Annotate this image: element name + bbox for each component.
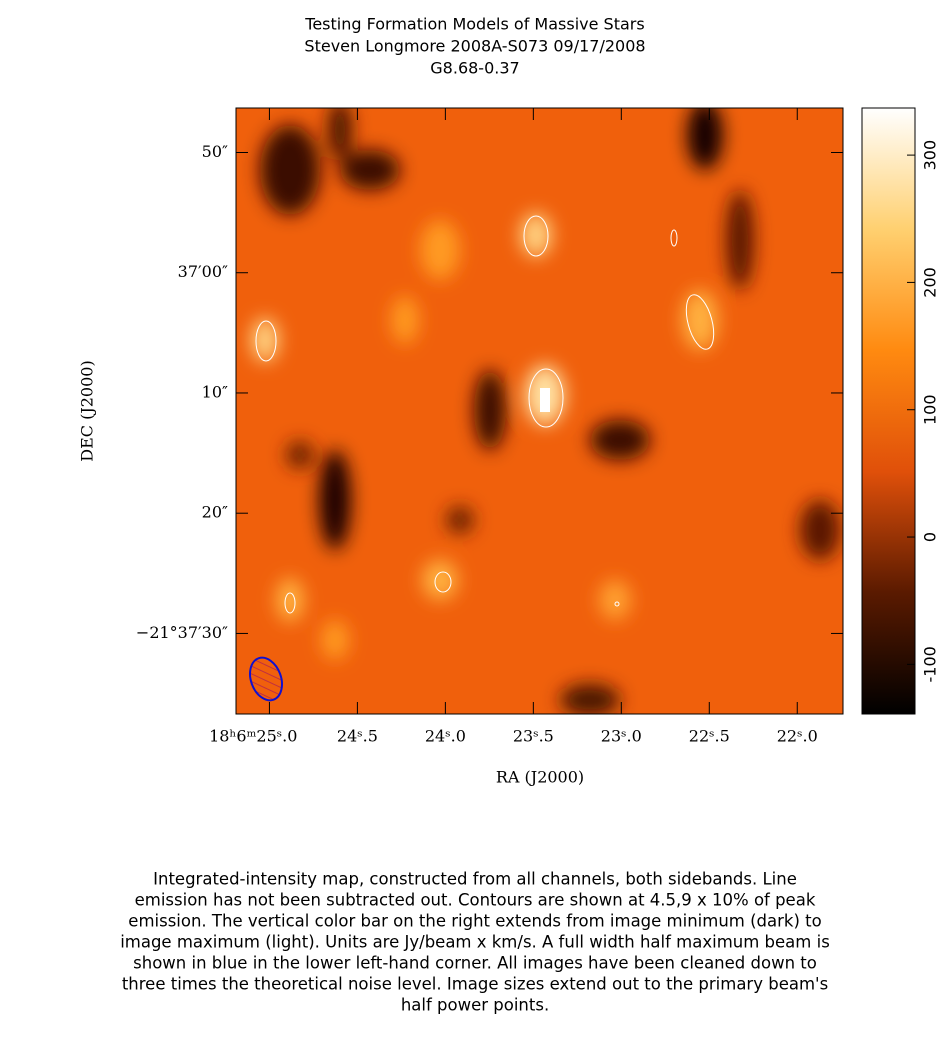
- x-tick-label: 24ˢ.0: [425, 727, 466, 746]
- y-tick-label: 20″: [202, 503, 228, 522]
- x-tick-label: 22ˢ.5: [689, 727, 730, 746]
- y-tick-label: 37′00″: [178, 262, 228, 281]
- x-tick-label: 22ˢ.0: [777, 727, 818, 746]
- y-tick-label: −21°37′30″: [136, 623, 228, 642]
- colorbar-tick-label: 100: [921, 394, 939, 425]
- x-tick-label: 23ˢ.5: [513, 727, 554, 746]
- map-image: [236, 108, 843, 714]
- caption-line: three times the theoretical noise level.…: [122, 975, 828, 994]
- x-tick-label: 24ˢ.5: [337, 727, 378, 746]
- caption-line: shown in blue in the lower left-hand cor…: [133, 954, 817, 973]
- caption-line: Integrated-intensity map, constructed fr…: [153, 870, 797, 889]
- colorbar-tick-label: 200: [921, 267, 939, 298]
- caption: Integrated-intensity map, constructed fr…: [120, 870, 830, 1015]
- caption-line: emission. The vertical color bar on the …: [128, 912, 821, 931]
- colorbar: [861, 107, 916, 715]
- colorbar-tick-label: -100: [921, 646, 939, 682]
- caption-line: image maximum (light). Units are Jy/beam…: [120, 933, 830, 952]
- beam: [249, 656, 283, 702]
- caption-line: emission has not been subtracted out. Co…: [135, 891, 816, 910]
- x-tick-label: 18ʰ6ᵐ25ˢ.0: [209, 727, 297, 746]
- chart-title: Testing Formation Models of Massive Star…: [304, 15, 644, 34]
- caption-line: half power points.: [401, 996, 549, 1015]
- y-tick-label: 50″: [202, 142, 228, 161]
- colorbar-tick-label: 300: [921, 140, 939, 171]
- x-axis-label: RA (J2000): [496, 768, 584, 787]
- y-tick-label: 10″: [202, 382, 228, 401]
- x-tick-label: 23ˢ.0: [601, 727, 642, 746]
- plot-frame: [235, 107, 844, 715]
- colorbar-tick-label: 0: [921, 532, 939, 542]
- source-name: G8.68-0.37: [430, 59, 519, 78]
- y-axis-label: DEC (J2000): [78, 360, 97, 461]
- chart-subtitle: Steven Longmore 2008A-S073 09/17/2008: [304, 37, 645, 56]
